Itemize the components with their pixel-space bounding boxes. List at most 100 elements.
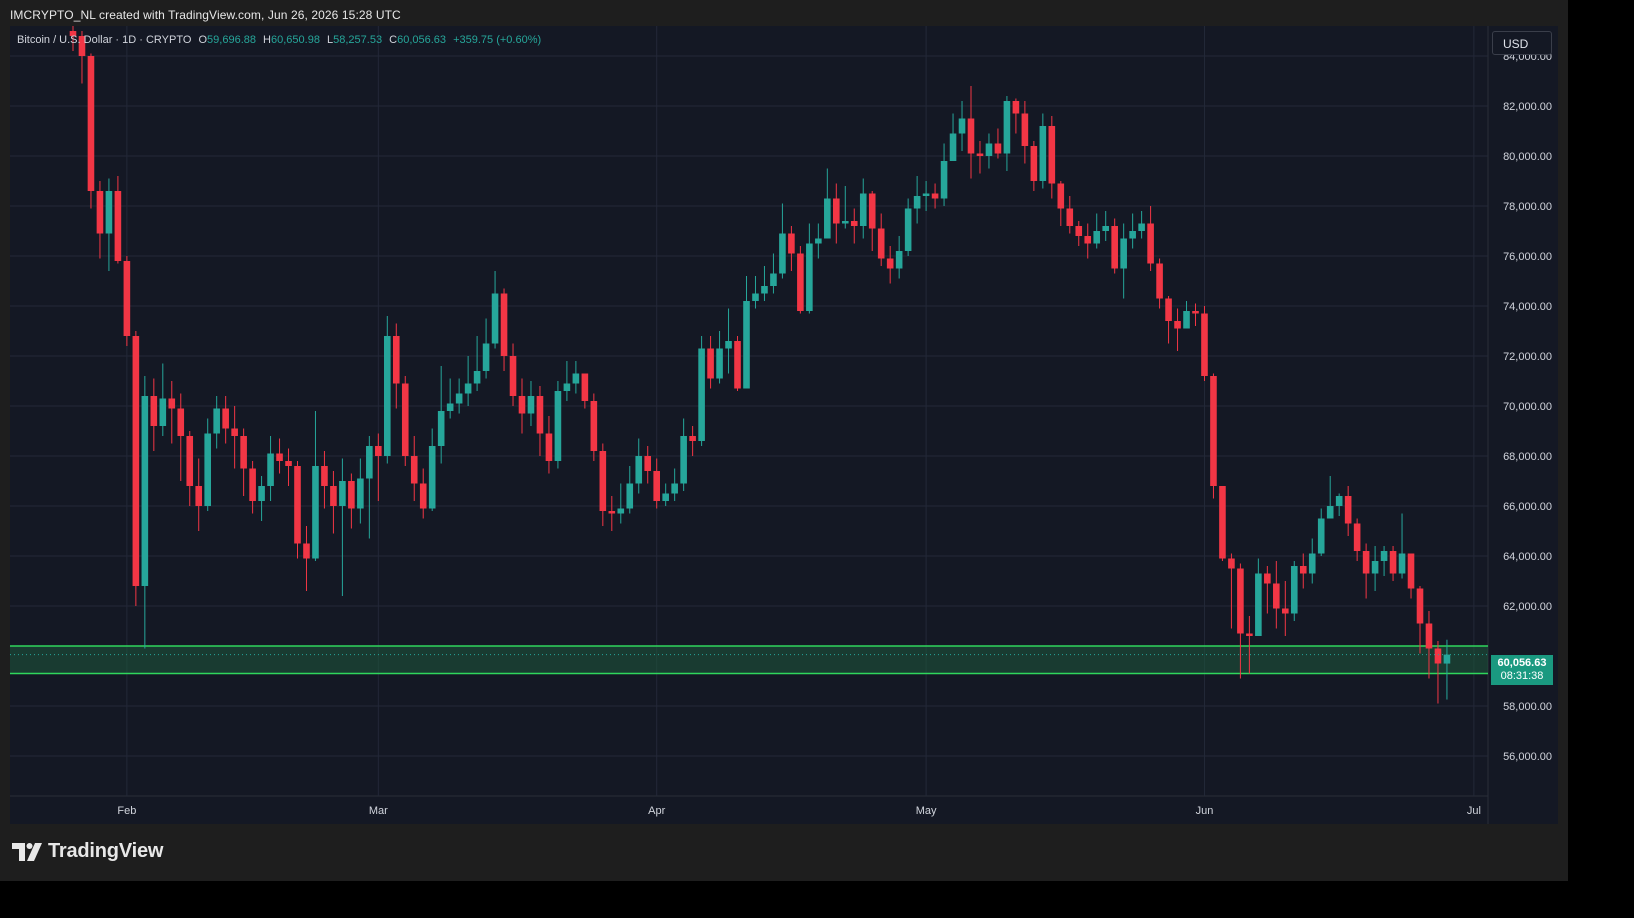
candle-body xyxy=(850,221,858,226)
candle-body xyxy=(734,341,741,389)
candle-body xyxy=(617,508,625,514)
candle-body xyxy=(1344,496,1352,524)
candle-body xyxy=(949,133,957,161)
candle-body xyxy=(608,511,616,514)
candle-body xyxy=(1012,101,1020,114)
legend-high-label: H xyxy=(263,34,271,46)
candle-body xyxy=(1237,568,1244,634)
legend-close-label: C xyxy=(389,34,398,46)
candle-body xyxy=(1138,223,1145,231)
candle-body xyxy=(1443,654,1451,664)
candle-body xyxy=(303,543,310,559)
plot-area xyxy=(10,26,1488,796)
candle-body xyxy=(671,483,678,494)
candle-body xyxy=(1174,321,1181,329)
candle-body xyxy=(1084,236,1092,244)
candle-body xyxy=(716,348,723,379)
candle-body xyxy=(1165,298,1172,321)
y-tick-label: 66,000.00 xyxy=(1503,501,1552,513)
candle-body xyxy=(1201,313,1208,376)
candle-body xyxy=(132,336,140,586)
legend-high-value: 60,650.98 xyxy=(271,34,320,46)
candle-body xyxy=(366,446,373,479)
candle-body xyxy=(563,383,571,391)
candle-body xyxy=(644,456,652,471)
candle-body xyxy=(1057,183,1065,209)
legend-open-value: 59,696.88 xyxy=(207,34,256,46)
candle-body xyxy=(446,403,454,411)
tradingview-logo-icon xyxy=(12,842,42,861)
candle-body xyxy=(1317,518,1325,554)
legend-low-label: L xyxy=(327,34,334,46)
candlestick-chart[interactable]: 84,000.0082,000.0080,000.0078,000.0076,0… xyxy=(10,26,1558,824)
candle-body xyxy=(1066,208,1074,226)
candle-body xyxy=(1299,566,1307,574)
candle-body xyxy=(231,428,238,436)
candle-body xyxy=(1273,583,1280,609)
bar-countdown: 08:31:38 xyxy=(1500,670,1544,682)
candle-body xyxy=(1398,553,1406,574)
candle-body xyxy=(824,198,831,239)
y-tick-label: 64,000.00 xyxy=(1503,551,1552,563)
candle-body xyxy=(96,191,104,234)
candle-body xyxy=(392,336,400,384)
candle-body xyxy=(841,221,849,224)
header-title: IMCRYPTO_NL created with TradingView.com… xyxy=(10,8,401,22)
candle-body xyxy=(285,461,292,466)
candle-body xyxy=(743,301,750,389)
candle-body xyxy=(1003,101,1011,154)
candle-body xyxy=(833,198,840,224)
candle-body xyxy=(267,453,274,486)
candle-body xyxy=(249,468,256,501)
candle-body xyxy=(186,436,194,486)
y-tick-label: 80,000.00 xyxy=(1503,151,1552,163)
candle-body xyxy=(1264,573,1271,584)
candle-body xyxy=(770,273,777,286)
candle-body xyxy=(321,466,328,486)
candle-body xyxy=(599,451,607,511)
candle-body xyxy=(1371,561,1379,574)
candle-body xyxy=(87,56,95,191)
candle-body xyxy=(1335,496,1343,506)
candle-body xyxy=(653,471,660,501)
candle-body xyxy=(105,191,113,234)
candle-body xyxy=(940,161,948,199)
candle-body xyxy=(150,396,158,426)
candle-body xyxy=(428,446,436,509)
legend-close-value: 60,056.63 xyxy=(397,34,447,46)
tradingview-brand[interactable]: TradingView xyxy=(12,840,163,863)
candle-body xyxy=(455,393,463,404)
candle-body xyxy=(1282,608,1289,614)
candle-body xyxy=(312,466,319,559)
candle-body xyxy=(500,293,508,356)
chart-frame[interactable]: 84,000.00 82,000.00 80,000.00 78,000.00 76,0… xyxy=(10,26,1558,824)
candle-body xyxy=(626,483,634,509)
candle-body xyxy=(1380,551,1388,561)
candle-body xyxy=(1425,623,1433,649)
legend-symbol: Bitcoin / U.S. Dollar · 1D · CRYPTO xyxy=(17,34,192,46)
candle-body xyxy=(1129,231,1136,239)
candle-body xyxy=(689,436,696,441)
x-tick-label: Mar xyxy=(369,805,388,817)
candle-body xyxy=(886,258,894,269)
candle-body xyxy=(401,383,409,456)
candle-body xyxy=(348,481,355,509)
candle-body xyxy=(1407,553,1415,589)
x-tick-label: Apr xyxy=(648,805,665,817)
candle-body xyxy=(204,433,211,506)
candle-body xyxy=(967,118,975,154)
candle-body xyxy=(1075,226,1083,236)
candle-body xyxy=(931,193,939,199)
candle-body xyxy=(815,238,822,244)
candle-body xyxy=(384,336,391,456)
candle-body xyxy=(294,466,301,544)
candle-body xyxy=(177,408,185,436)
candle-body xyxy=(761,286,768,294)
candle-body xyxy=(572,373,580,384)
currency-button[interactable]: USD xyxy=(1492,31,1552,55)
candle-body xyxy=(958,118,966,134)
candle-body xyxy=(213,408,220,434)
candle-body xyxy=(868,193,876,229)
candle-body xyxy=(1290,566,1298,614)
candle-body xyxy=(1210,376,1217,486)
